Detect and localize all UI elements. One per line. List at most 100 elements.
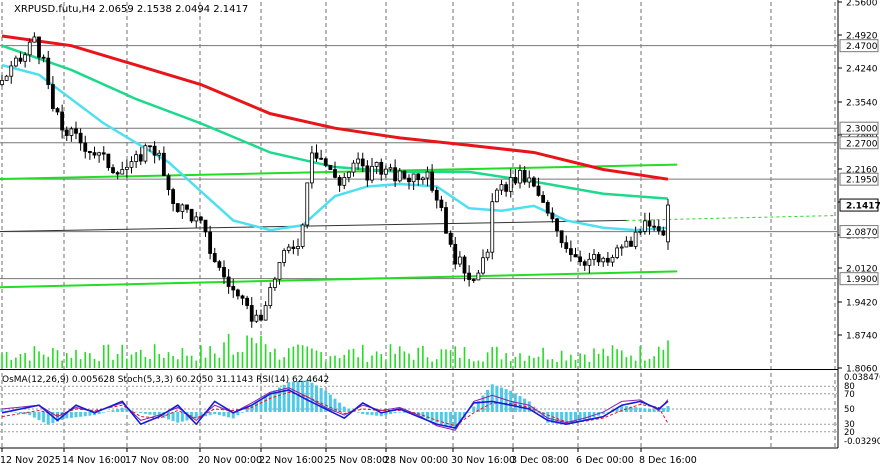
stoch-main-line: [1, 389, 669, 429]
candle-body: [41, 56, 46, 59]
candle-body: [342, 177, 347, 186]
candle-body: [448, 232, 453, 245]
candle-body: [476, 272, 481, 281]
candle-body: [420, 177, 425, 181]
candle-body: [286, 246, 291, 251]
osma-bar: [365, 411, 369, 415]
instrument-info: XRPUSD.futu,H4 2.0659 2.1538 2.0494 2.14…: [14, 4, 248, 15]
candle-body: [198, 216, 203, 221]
candle-body: [346, 171, 351, 178]
level-price-box: [839, 121, 879, 135]
volume-layer: [1, 333, 669, 368]
osma-bar: [319, 388, 323, 412]
osma-bar: [564, 411, 568, 425]
oscillator-right-tick: 70: [844, 390, 855, 400]
candle-body: [397, 170, 402, 182]
osma-bar: [583, 411, 587, 421]
ema-red-line: [1, 34, 669, 181]
candle-body: [601, 257, 606, 263]
candle-body: [106, 153, 111, 168]
price-axis: 2.56002.49202.42402.35402.28602.21602.14…: [838, 0, 880, 375]
osma-bar: [14, 411, 18, 413]
osma-bar: [241, 411, 244, 413]
osma-bar: [273, 390, 277, 412]
candle-body: [185, 204, 189, 210]
candle-body: [582, 261, 587, 266]
candle-body: [661, 230, 666, 236]
candle-body: [555, 218, 559, 232]
osma-bar: [328, 394, 332, 412]
candle-body: [471, 279, 476, 281]
osma-bar: [153, 411, 157, 416]
osma-bar: [347, 408, 351, 412]
osma-bar: [310, 382, 314, 412]
osma-bar: [398, 411, 402, 413]
candle-body: [337, 177, 342, 186]
osma-bar: [361, 411, 365, 415]
candle-body: [379, 161, 384, 175]
osma-bar: [481, 395, 485, 412]
osma-bar: [278, 387, 281, 412]
osma-bar: [231, 411, 235, 419]
candle-body: [143, 145, 148, 162]
candle-body: [323, 158, 328, 166]
candle-body: [578, 256, 583, 263]
osma-bar: [518, 396, 522, 412]
osma-bar: [74, 411, 78, 418]
candle-body: [333, 169, 337, 178]
osma-bar: [560, 411, 564, 425]
candle-body: [277, 261, 282, 280]
candle-body: [314, 152, 319, 159]
osma-bar: [296, 381, 300, 412]
candle-body: [453, 243, 458, 265]
candle-body: [64, 129, 69, 136]
osma-bar: [217, 411, 221, 416]
candle-body: [513, 177, 518, 184]
candle-body: [92, 152, 97, 156]
trend-line: [0, 219, 627, 232]
level-price-label: 2.1950: [846, 176, 878, 186]
candle-body: [4, 75, 9, 81]
candle-body: [434, 189, 439, 201]
candle-body: [268, 287, 273, 307]
osma-bar: [537, 411, 540, 413]
osma-bar: [389, 411, 392, 415]
osma-bar: [134, 411, 138, 413]
candle-body: [319, 157, 324, 160]
osma-bar: [250, 405, 254, 412]
candle-body: [231, 286, 236, 291]
osma-bar: [194, 411, 198, 419]
candle-body: [407, 177, 411, 183]
osma-bar: [32, 411, 36, 418]
osma-bar: [106, 411, 110, 413]
candle-body: [522, 169, 527, 183]
osma-bar: [301, 380, 305, 412]
price-tick-label: 2.4240: [846, 65, 878, 75]
candle-body: [642, 220, 647, 232]
osma-bar: [167, 411, 170, 420]
osma-bar: [615, 407, 619, 412]
osma-bar: [180, 411, 184, 422]
osma-bar: [421, 411, 425, 418]
candle-body: [55, 108, 60, 113]
candle-body: [360, 158, 365, 167]
candle-body: [194, 216, 199, 222]
ema-cyan-line: [1, 63, 669, 232]
osma-bar: [282, 384, 286, 412]
candle-body: [467, 272, 472, 280]
osma-bar: [606, 411, 610, 413]
candle-body: [282, 250, 287, 263]
candle-body: [388, 167, 393, 170]
osma-bar: [88, 411, 92, 416]
price-tick-label: 2.0120: [846, 265, 878, 275]
candle-body: [402, 170, 407, 179]
osma-bar: [23, 411, 27, 415]
current-price-label: 2.1417: [846, 202, 880, 212]
osma-bar: [315, 385, 318, 412]
candle-body: [32, 36, 37, 43]
osma-bar: [208, 411, 212, 416]
candle-body: [559, 230, 564, 244]
candle-body: [351, 162, 356, 173]
